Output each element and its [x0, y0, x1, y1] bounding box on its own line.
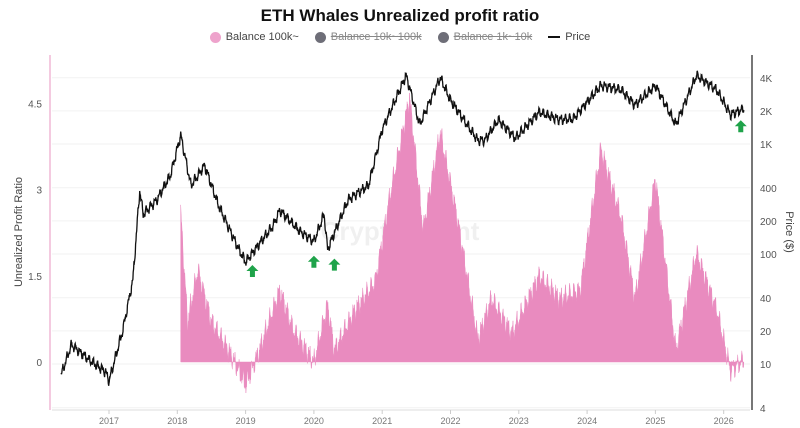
x-tick-label: 2020: [304, 416, 324, 426]
x-tick-label: 2018: [167, 416, 187, 426]
x-tick-label: 2025: [645, 416, 665, 426]
y2-tick-label: 200: [760, 217, 777, 228]
legend-dot: [437, 31, 449, 43]
x-tick-label: 2017: [99, 416, 119, 426]
y2-axis-label: Price ($): [783, 211, 795, 253]
legend-dot: [209, 31, 221, 43]
legend-item-balance-1k-10k[interactable]: Balance 1k~10k: [437, 31, 532, 43]
green-up-arrow-icon: [734, 120, 747, 133]
y-tick-label: 1.5: [28, 272, 42, 283]
y-axis-label: Unrealized Profit Ratio: [13, 177, 25, 287]
x-tick-label: 2026: [714, 416, 734, 426]
y2-tick-label: 400: [760, 184, 777, 195]
y-tick-label: 3: [36, 186, 42, 197]
chart-title: ETH Whales Unrealized profit ratio: [260, 6, 540, 25]
y-tick-label: 0: [36, 358, 42, 369]
x-tick-label: 2019: [236, 416, 256, 426]
y2-tick-label: 20: [760, 327, 772, 338]
y2-tick-label: 2K: [760, 107, 773, 118]
price-line: [60, 70, 745, 386]
y2-tick-label: 4: [760, 404, 766, 415]
legend-dot: [314, 31, 326, 43]
legend-item-balance-10k-100k[interactable]: Balance 10k~100k: [314, 31, 422, 43]
green-up-arrow-icon: [328, 258, 341, 271]
y2-tick-label: 4K: [760, 74, 773, 85]
green-up-arrow-icon: [307, 255, 320, 268]
x-tick-label: 2024: [577, 416, 597, 426]
legend: Balance 100k~ Balance 10k~100k Balance 1…: [0, 31, 800, 43]
legend-line: [548, 36, 561, 38]
y2-tick-label: 100: [760, 250, 777, 261]
y2-tick-label: 1K: [760, 140, 773, 151]
green-up-arrow-icon: [246, 265, 259, 278]
x-tick-label: 2021: [372, 416, 392, 426]
ratio-area: [180, 92, 745, 394]
legend-item-balance-100k[interactable]: Balance 100k~: [209, 31, 299, 43]
y-tick-label: 4.5: [28, 99, 42, 110]
y2-tick-label: 10: [760, 360, 772, 371]
y2-tick-label: 40: [760, 294, 772, 305]
x-tick-label: 2023: [509, 416, 529, 426]
x-tick-label: 2022: [440, 416, 460, 426]
legend-item-price[interactable]: Price: [548, 31, 590, 43]
